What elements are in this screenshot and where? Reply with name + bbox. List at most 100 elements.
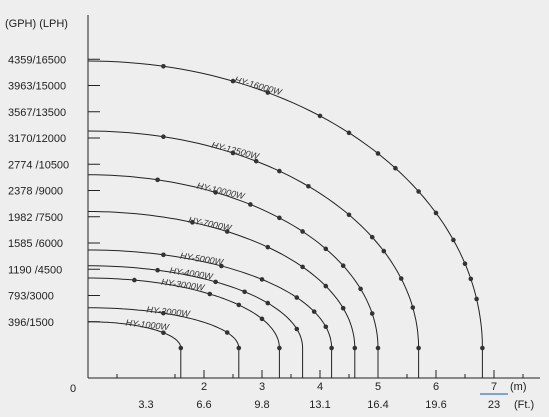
data-point [416,345,421,351]
curve-hy-1000w [88,321,182,378]
data-point [346,212,352,218]
data-point [265,90,271,95]
data-point [207,291,213,297]
data-point [155,177,160,183]
x-tick-label-m: 7 [491,381,497,393]
data-point [451,237,456,243]
data-point [230,150,236,156]
labels: (GPH) (LPH) 396/1500 793/3000 1190 /4500 158… [5,18,534,411]
data-point [462,261,468,266]
data-point [236,302,242,308]
x-tick-label-m: 6 [433,381,439,393]
y-tick-label: 2378 /9000 [8,186,63,198]
data-point [329,345,334,351]
x-tick-label-ft: 6.6 [196,399,211,411]
data-point [300,229,305,234]
series-label: HY-10000W [196,181,247,202]
y-tick-label: 3170/12000 [8,133,66,145]
data-point [277,168,282,174]
series-label: HY-7000W [188,215,234,234]
data-point [161,310,166,316]
y-tick-label: 396/1500 [8,317,54,329]
curve-hy-2000w [88,307,240,378]
data-point [375,345,381,351]
series-label: HY-1000W [125,318,171,333]
data-point [416,189,421,194]
data-point [358,286,363,292]
curve-hy-12500w [87,130,420,378]
y-tick-label: 3963/15000 [8,81,66,93]
data-point [323,324,329,330]
data-point [317,113,323,119]
data-point [242,289,247,295]
data-point [224,229,230,234]
x-unit-m: (m) [510,381,527,393]
data-point [161,330,166,335]
data-point [369,311,375,316]
data-point [340,305,346,311]
data-point [468,276,474,282]
data-point [230,78,236,84]
data-point [323,246,329,252]
data-point [352,345,358,351]
data-point [294,326,300,332]
data-point [265,244,271,250]
data-point [259,316,265,322]
data-point [161,252,166,258]
x-tick-label-m: 2 [201,381,207,393]
data-point [213,190,218,195]
data-point [346,130,352,136]
data-point [259,277,265,282]
data-point [398,276,404,281]
axes [87,15,540,395]
data-point [265,300,271,306]
x-tick-label-m: 3 [259,381,265,393]
data-point [132,277,137,283]
y-unit-label: (GPH) (LPH) [5,18,68,30]
data-point [381,248,387,254]
data-point [236,345,242,351]
data-point [433,210,439,216]
x-tick-label-ft: 13.1 [309,399,330,411]
data-point [277,215,282,221]
curve-hy-5000w [88,249,333,378]
data-point [161,134,166,140]
x-tick-label-ft: 16.4 [367,399,388,411]
data-point [219,263,224,269]
y-tick-label: 1190 /4500 [8,264,62,276]
data-point [393,165,398,171]
data-point [410,305,416,310]
data-point [178,345,184,351]
x-unit-ft: (Ft.) [514,399,534,411]
data-point [248,202,253,207]
data-point [306,183,311,189]
y-tick-label: 2774 /10500 [8,159,69,171]
data-point [369,234,375,240]
x-tick-label-ft: 23 [488,399,500,411]
data-point [375,151,381,156]
y-tick-label: 3567/13500 [8,107,66,119]
x-origin-label: 0 [70,383,76,395]
data-point [300,264,305,270]
x-tick-label-ft: 19.6 [425,399,446,411]
data-point [311,309,317,314]
data-point [161,63,166,69]
series-label: HY-2000W [146,304,192,319]
curve-hy-3000w [88,277,280,378]
curve-hy-7000w [88,211,356,378]
data-point [340,263,346,269]
y-tick-label: 1585 /6000 [8,238,63,250]
curve-hy-16000w [87,60,483,378]
data-point [155,267,160,273]
x-tick-label-m: 5 [375,381,381,393]
curve-hy-10000w [87,174,379,378]
data-point [224,330,230,335]
data-point [213,279,218,285]
data-point [294,295,300,300]
y-tick-label: 4359/16500 [8,54,66,66]
y-tick-label: 793/3000 [8,291,54,303]
x-tick-label-ft: 9.8 [254,399,269,411]
data-point [277,345,282,351]
